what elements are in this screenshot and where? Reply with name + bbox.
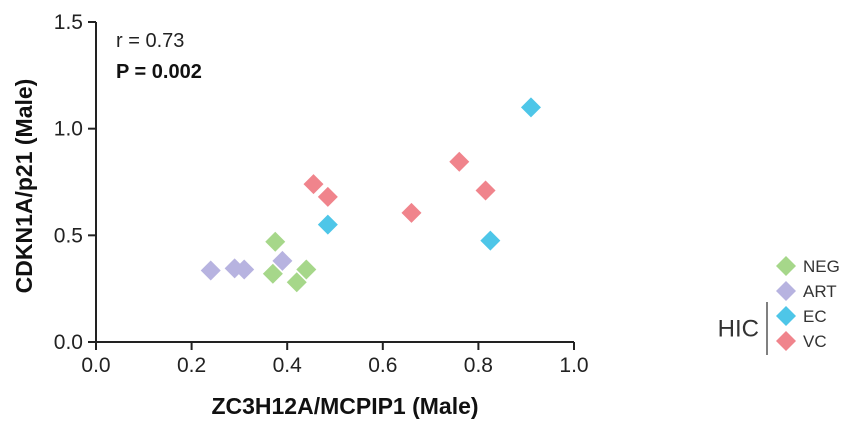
legend: NEG ART EC VC HIC	[718, 256, 840, 355]
y-tick-label: 0.0	[54, 331, 83, 354]
x-axis-title: ZC3H12A/MCPIP1 (Male)	[211, 393, 478, 419]
data-point-vc	[303, 174, 324, 195]
x-tick-label: 0.2	[177, 354, 206, 377]
data-point-vc	[475, 180, 496, 201]
data-point-art	[234, 259, 255, 280]
data-point-vc	[317, 186, 338, 207]
x-tick-label: 0.4	[273, 354, 303, 377]
data-point-vc	[401, 202, 422, 223]
r-annotation: r = 0.73	[116, 30, 184, 52]
data-point-neg	[262, 263, 283, 284]
legend-marker-art	[776, 281, 796, 301]
legend-label-vc: VC	[803, 332, 827, 351]
data-point-neg	[296, 259, 317, 280]
legend-marker-ec	[776, 306, 796, 326]
data-point-ec	[520, 97, 541, 118]
y-tick-label: 1.0	[54, 118, 83, 141]
p-value-annotation: P = 0.002	[116, 61, 202, 83]
tick-group: 0.0 0.2 0.4 0.6 0.8 1.0 0.0 0.5 1.0 1.5	[54, 11, 589, 377]
x-tick-label: 0.6	[368, 354, 397, 377]
data-point-neg	[265, 231, 286, 252]
x-tick-label: 0.8	[464, 354, 493, 377]
axes	[95, 22, 574, 343]
legend-group-label: HIC	[718, 316, 759, 343]
legend-marker-neg	[776, 256, 796, 276]
data-points	[200, 97, 541, 293]
data-point-art	[272, 250, 293, 271]
data-point-vc	[449, 151, 470, 172]
y-tick-label: 0.5	[54, 224, 83, 247]
legend-marker-vc	[776, 331, 796, 351]
x-tick-label: 0.0	[81, 354, 110, 377]
legend-label-art: ART	[803, 282, 837, 301]
legend-label-neg: NEG	[803, 257, 840, 276]
x-tick-label: 1.0	[559, 354, 588, 377]
y-axis-title: CDKN1A/p21 (Male)	[11, 79, 37, 294]
data-point-art	[200, 260, 221, 281]
y-tick-label: 1.5	[54, 11, 83, 34]
data-point-ec	[317, 214, 338, 235]
data-point-ec	[480, 230, 501, 251]
legend-label-ec: EC	[803, 307, 827, 326]
data-point-neg	[286, 272, 307, 293]
